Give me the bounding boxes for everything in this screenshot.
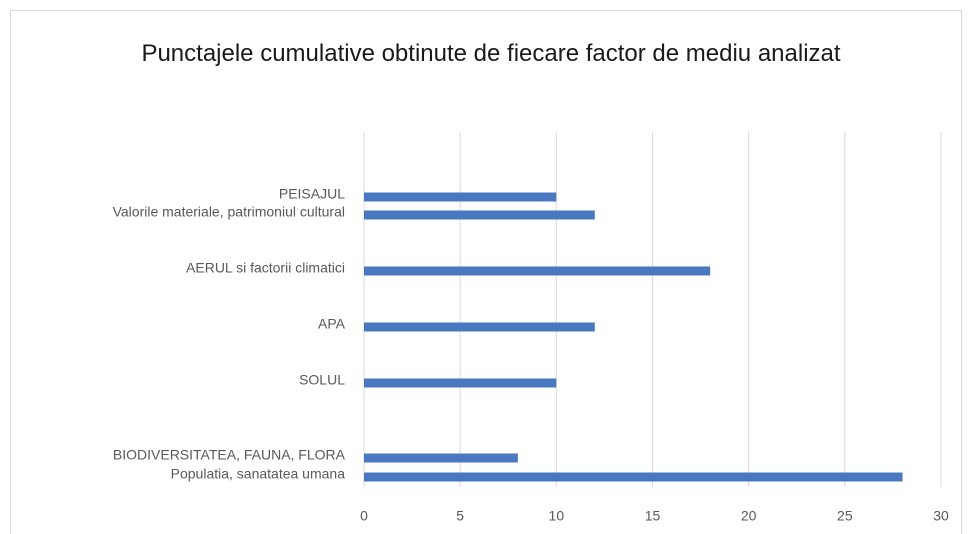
y-tick-label: SOLUL (299, 372, 345, 388)
chart-border (10, 10, 962, 534)
bar (364, 192, 557, 202)
y-tick-label: AERUL si factorii climatici (186, 260, 345, 276)
x-tick-label: 10 (549, 508, 565, 524)
chart-title: Punctajele cumulative obtinute de fiecar… (141, 40, 841, 67)
y-tick-label: PEISAJUL (279, 186, 345, 202)
x-tick-label: 15 (645, 508, 661, 524)
bar (364, 210, 595, 220)
x-tick-label: 30 (933, 508, 949, 524)
bar (364, 378, 557, 388)
y-tick-label: Populatia, sanatatea umana (171, 466, 346, 482)
bar (364, 322, 595, 332)
x-tick-label: 25 (837, 508, 853, 524)
bar (364, 453, 518, 463)
x-tick-label: 20 (741, 508, 757, 524)
y-tick-label: Valorile materiale, patrimoniul cultural (113, 204, 345, 220)
y-tick-label: BIODIVERSITATEA, FAUNA, FLORA (113, 447, 346, 463)
x-tick-label: 5 (456, 508, 464, 524)
bar (364, 266, 711, 276)
bar (364, 472, 903, 482)
y-tick-label: APA (318, 316, 346, 332)
x-tick-label: 0 (360, 508, 368, 524)
